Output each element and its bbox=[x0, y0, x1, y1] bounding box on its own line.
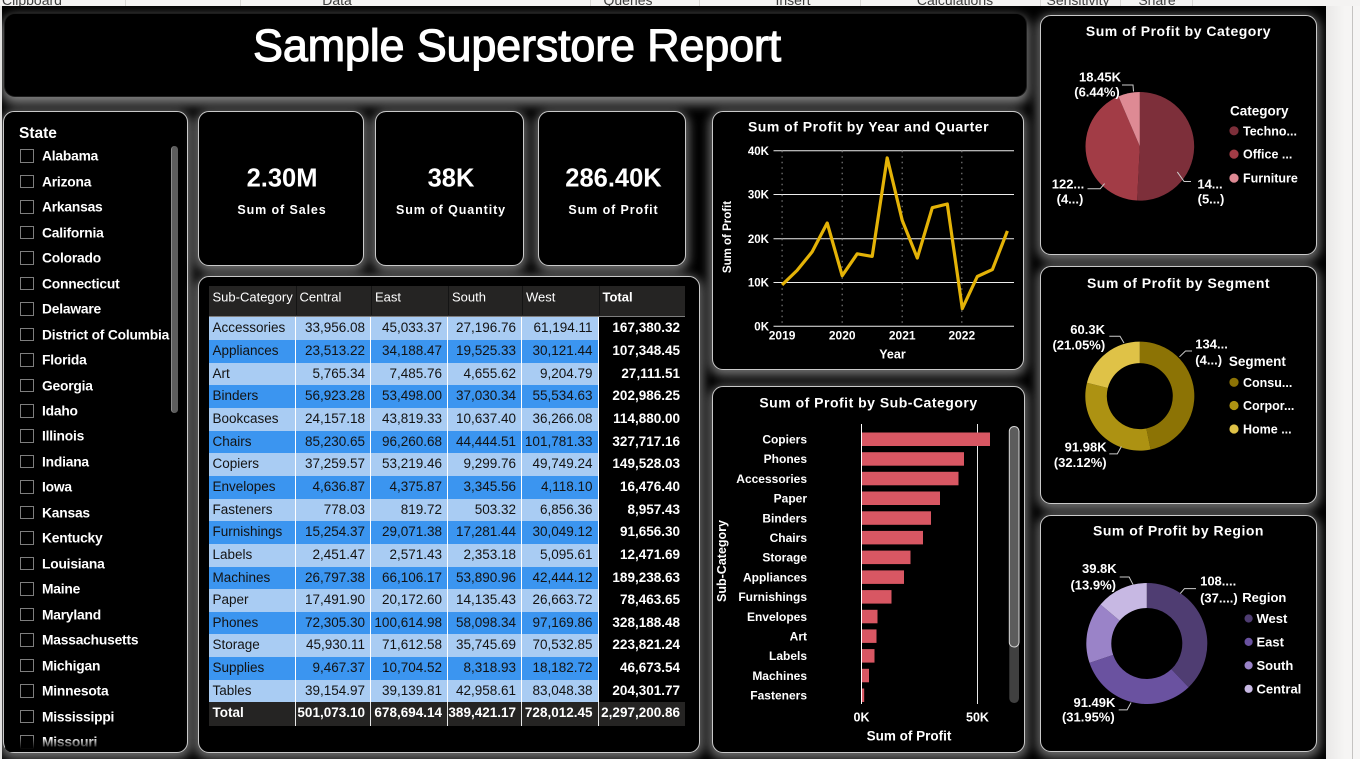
svg-text:Machines: Machines bbox=[752, 669, 807, 683]
svg-text:2020: 2020 bbox=[829, 329, 856, 343]
svg-text:Office ...: Office ... bbox=[1243, 148, 1292, 162]
svg-text:Region: Region bbox=[1242, 590, 1286, 605]
svg-text:(6.44%): (6.44%) bbox=[1074, 85, 1120, 100]
svg-text:91.49K: 91.49K bbox=[1073, 695, 1116, 710]
svg-text:Envelopes: Envelopes bbox=[747, 610, 807, 624]
svg-text:Art: Art bbox=[790, 630, 807, 644]
svg-text:50K: 50K bbox=[966, 711, 989, 725]
svg-text:2019: 2019 bbox=[769, 329, 796, 343]
svg-text:Home ...: Home ... bbox=[1243, 423, 1292, 437]
svg-text:(31.95%): (31.95%) bbox=[1062, 710, 1115, 725]
svg-text:South: South bbox=[1257, 658, 1294, 673]
svg-text:Category: Category bbox=[1230, 104, 1289, 119]
svg-text:18.45K: 18.45K bbox=[1079, 70, 1122, 85]
svg-text:Sum of Profit: Sum of Profit bbox=[722, 201, 734, 273]
svg-text:(4...): (4...) bbox=[1195, 352, 1222, 367]
svg-text:Sum of Profit by Year and Quar: Sum of Profit by Year and Quarter bbox=[748, 119, 989, 135]
svg-text:2022: 2022 bbox=[948, 329, 975, 343]
svg-text:Year: Year bbox=[879, 348, 906, 362]
svg-text:40K: 40K bbox=[748, 146, 770, 158]
svg-text:West: West bbox=[1257, 611, 1288, 626]
svg-text:Labels: Labels bbox=[769, 649, 807, 663]
svg-text:Chairs: Chairs bbox=[770, 531, 808, 545]
svg-text:(21.05%): (21.05%) bbox=[1052, 338, 1105, 353]
svg-text:Sub-Category: Sub-Category bbox=[715, 520, 729, 602]
svg-text:60.3K: 60.3K bbox=[1070, 322, 1105, 337]
svg-text:122...: 122... bbox=[1052, 177, 1085, 192]
svg-text:Paper: Paper bbox=[774, 492, 808, 506]
svg-text:Sum of Profit by Segment: Sum of Profit by Segment bbox=[1087, 275, 1270, 291]
svg-text:(13.9%): (13.9%) bbox=[1070, 578, 1116, 593]
svg-text:91.98K: 91.98K bbox=[1065, 440, 1108, 455]
svg-text:39.8K: 39.8K bbox=[1082, 561, 1117, 576]
svg-text:Fasteners: Fasteners bbox=[750, 689, 807, 703]
svg-text:Consu...: Consu... bbox=[1243, 376, 1292, 390]
svg-text:Segment: Segment bbox=[1229, 354, 1287, 369]
svg-text:Sum of Profit: Sum of Profit bbox=[867, 729, 952, 744]
svg-text:0K: 0K bbox=[754, 321, 769, 333]
svg-text:(5...): (5...) bbox=[1198, 192, 1225, 207]
svg-text:(37....): (37....) bbox=[1200, 591, 1238, 606]
svg-text:Sum of Profit by Sub-Category: Sum of Profit by Sub-Category bbox=[759, 395, 977, 411]
svg-text:Furniture: Furniture bbox=[1243, 172, 1298, 186]
svg-text:(4...): (4...) bbox=[1057, 192, 1084, 207]
svg-text:East: East bbox=[1257, 634, 1285, 649]
svg-text:Sum of Profit by Category: Sum of Profit by Category bbox=[1086, 23, 1271, 39]
svg-text:Storage: Storage bbox=[762, 551, 807, 565]
svg-text:Corpor...: Corpor... bbox=[1243, 399, 1294, 413]
svg-text:Central: Central bbox=[1257, 681, 1302, 696]
svg-text:Copiers: Copiers bbox=[762, 433, 807, 447]
svg-text:Phones: Phones bbox=[764, 452, 808, 466]
svg-text:14...: 14... bbox=[1197, 177, 1222, 192]
svg-text:134...: 134... bbox=[1195, 337, 1228, 352]
svg-text:Accessories: Accessories bbox=[736, 472, 807, 486]
svg-text:108....: 108.... bbox=[1200, 574, 1236, 589]
svg-text:2021: 2021 bbox=[889, 329, 916, 343]
svg-text:0K: 0K bbox=[854, 711, 870, 725]
svg-text:20K: 20K bbox=[748, 234, 770, 246]
svg-text:Furnishings: Furnishings bbox=[738, 590, 807, 604]
svg-text:Techno...: Techno... bbox=[1243, 124, 1297, 138]
svg-text:Appliances: Appliances bbox=[743, 570, 807, 584]
svg-text:30K: 30K bbox=[748, 190, 770, 202]
svg-text:10K: 10K bbox=[748, 278, 770, 290]
svg-text:(32.12%): (32.12%) bbox=[1054, 455, 1107, 470]
svg-text:Sum of Profit by Region: Sum of Profit by Region bbox=[1093, 523, 1264, 539]
svg-text:Binders: Binders bbox=[762, 511, 807, 525]
